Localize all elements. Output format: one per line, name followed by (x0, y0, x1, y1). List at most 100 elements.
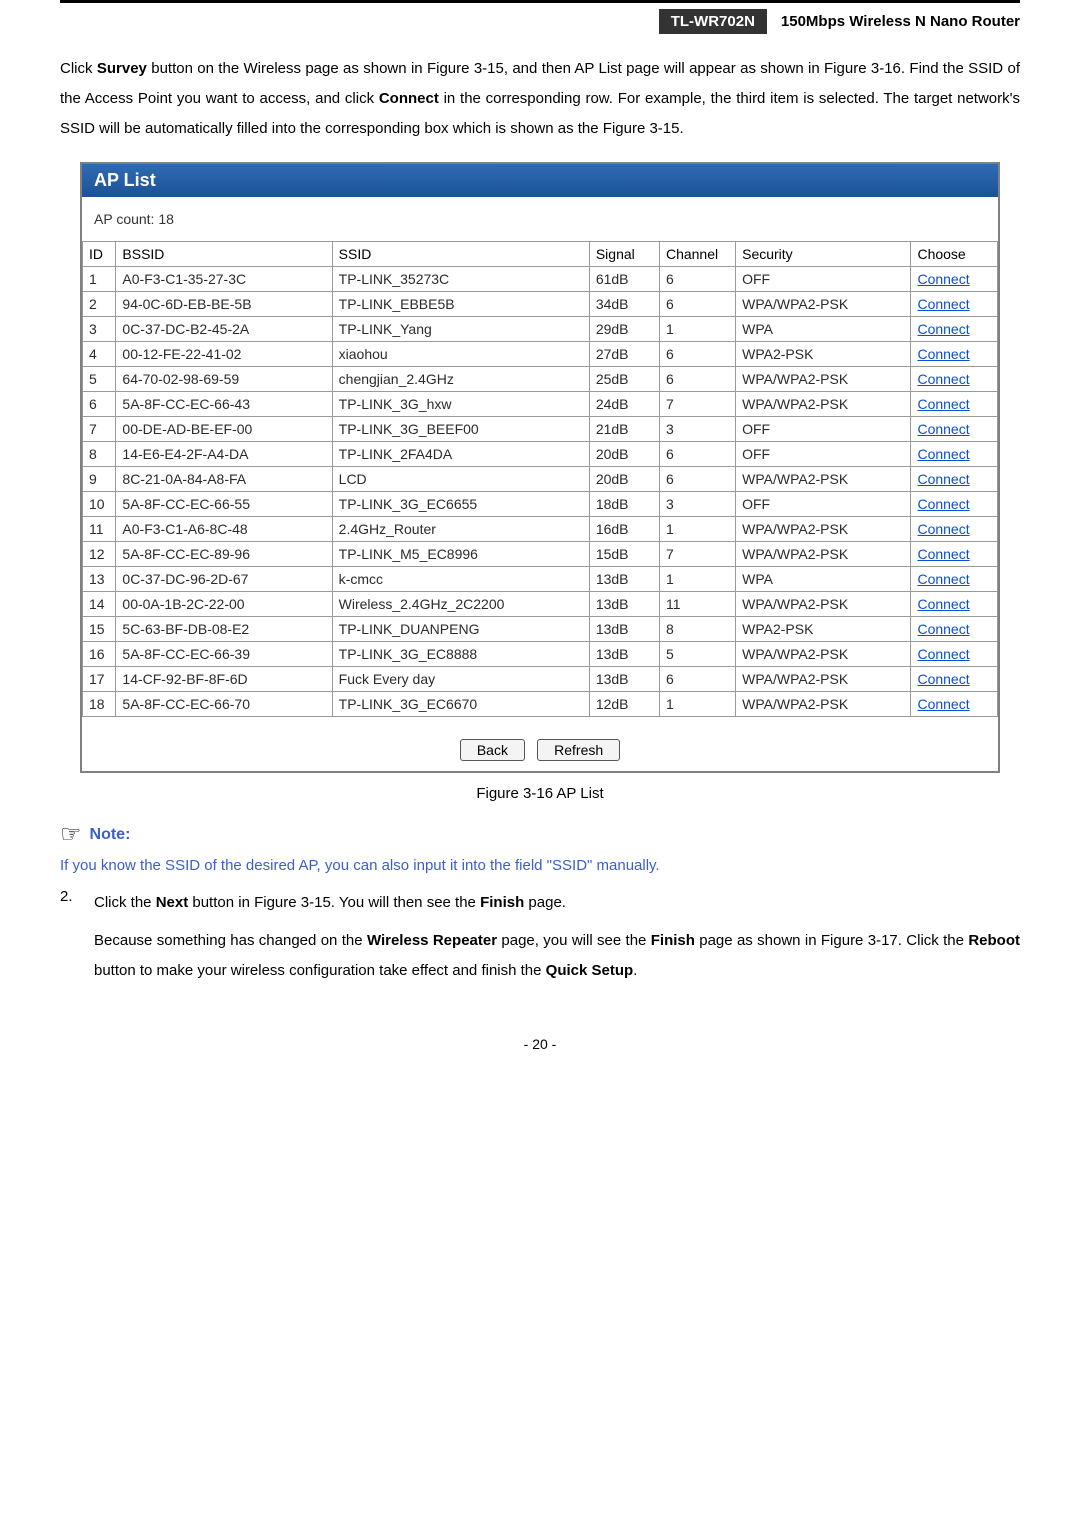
table-header-row: ID BSSID SSID Signal Channel Security Ch… (83, 242, 998, 267)
table-row: 700-DE-AD-BE-EF-00TP-LINK_3G_BEEF0021dB3… (83, 417, 998, 442)
connect-link[interactable]: Connect (917, 271, 969, 287)
cell-channel: 6 (659, 667, 735, 692)
cell-ssid: TP-LINK_35273C (332, 267, 589, 292)
connect-link[interactable]: Connect (917, 296, 969, 312)
cell-bssid: 00-12-FE-22-41-02 (116, 342, 332, 367)
connect-link[interactable]: Connect (917, 471, 969, 487)
cell-id: 5 (83, 367, 116, 392)
connect-link[interactable]: Connect (917, 646, 969, 662)
cell-choose: Connect (911, 292, 998, 317)
step-number: 2. (60, 888, 80, 918)
cell-bssid: 00-0A-1B-2C-22-00 (116, 592, 332, 617)
back-button[interactable]: Back (460, 739, 525, 761)
connect-link[interactable]: Connect (917, 671, 969, 687)
cell-security: WPA/WPA2-PSK (736, 367, 911, 392)
connect-link[interactable]: Connect (917, 421, 969, 437)
cell-choose: Connect (911, 517, 998, 542)
cell-choose: Connect (911, 667, 998, 692)
cell-signal: 34dB (589, 292, 659, 317)
refresh-button[interactable]: Refresh (537, 739, 620, 761)
cell-signal: 24dB (589, 392, 659, 417)
cell-security: OFF (736, 492, 911, 517)
note-body: If you know the SSID of the desired AP, … (60, 857, 1020, 874)
cell-signal: 18dB (589, 492, 659, 517)
cell-id: 4 (83, 342, 116, 367)
cell-channel: 1 (659, 517, 735, 542)
model-badge: TL-WR702N (659, 9, 767, 34)
cell-security: WPA/WPA2-PSK (736, 292, 911, 317)
cell-choose: Connect (911, 392, 998, 417)
cell-bssid: 5A-8F-CC-EC-66-55 (116, 492, 332, 517)
connect-link[interactable]: Connect (917, 446, 969, 462)
cell-channel: 6 (659, 367, 735, 392)
cell-security: WPA/WPA2-PSK (736, 592, 911, 617)
cell-security: WPA/WPA2-PSK (736, 467, 911, 492)
table-row: 130C-37-DC-96-2D-67k-cmcc13dB1WPAConnect (83, 567, 998, 592)
cell-bssid: 5A-8F-CC-EC-66-39 (116, 642, 332, 667)
cell-channel: 3 (659, 492, 735, 517)
connect-link[interactable]: Connect (917, 346, 969, 362)
col-signal: Signal (589, 242, 659, 267)
connect-link[interactable]: Connect (917, 371, 969, 387)
cell-security: WPA (736, 317, 911, 342)
connect-link[interactable]: Connect (917, 321, 969, 337)
cell-choose: Connect (911, 542, 998, 567)
connect-link[interactable]: Connect (917, 571, 969, 587)
cell-ssid: TP-LINK_EBBE5B (332, 292, 589, 317)
table-row: 65A-8F-CC-EC-66-43TP-LINK_3G_hxw24dB7WPA… (83, 392, 998, 417)
connect-link[interactable]: Connect (917, 696, 969, 712)
cell-bssid: 0C-37-DC-B2-45-2A (116, 317, 332, 342)
cell-id: 6 (83, 392, 116, 417)
cell-id: 8 (83, 442, 116, 467)
cell-security: OFF (736, 442, 911, 467)
table-row: 125A-8F-CC-EC-89-96TP-LINK_M5_EC899615dB… (83, 542, 998, 567)
cell-ssid: TP-LINK_2FA4DA (332, 442, 589, 467)
cell-id: 13 (83, 567, 116, 592)
cell-signal: 20dB (589, 442, 659, 467)
step-item: 2. Click the Next button in Figure 3-15.… (60, 888, 1020, 918)
cell-choose: Connect (911, 267, 998, 292)
cell-signal: 13dB (589, 642, 659, 667)
connect-link[interactable]: Connect (917, 496, 969, 512)
table-row: 400-12-FE-22-41-02xiaohou27dB6WPA2-PSKCo… (83, 342, 998, 367)
cell-choose: Connect (911, 317, 998, 342)
cell-ssid: TP-LINK_3G_BEEF00 (332, 417, 589, 442)
cell-choose: Connect (911, 642, 998, 667)
intro-paragraph: Click Survey button on the Wireless page… (60, 54, 1020, 144)
cell-security: WPA2-PSK (736, 342, 911, 367)
cell-id: 15 (83, 617, 116, 642)
cell-ssid: TP-LINK_3G_EC6670 (332, 692, 589, 717)
cell-signal: 25dB (589, 367, 659, 392)
connect-link[interactable]: Connect (917, 396, 969, 412)
cell-id: 14 (83, 592, 116, 617)
cell-bssid: 94-0C-6D-EB-BE-5B (116, 292, 332, 317)
cell-security: WPA (736, 567, 911, 592)
cell-ssid: Fuck Every day (332, 667, 589, 692)
cell-id: 10 (83, 492, 116, 517)
cell-ssid: TP-LINK_Yang (332, 317, 589, 342)
cell-ssid: 2.4GHz_Router (332, 517, 589, 542)
cell-signal: 13dB (589, 667, 659, 692)
step-sub-paragraph: Because something has changed on the Wir… (94, 926, 1020, 986)
cell-security: WPA/WPA2-PSK (736, 542, 911, 567)
connect-link[interactable]: Connect (917, 521, 969, 537)
cell-channel: 11 (659, 592, 735, 617)
cell-id: 17 (83, 667, 116, 692)
cell-id: 9 (83, 467, 116, 492)
connect-link[interactable]: Connect (917, 596, 969, 612)
connect-link[interactable]: Connect (917, 546, 969, 562)
note-heading: ☞ Note: (60, 820, 1020, 849)
cell-security: OFF (736, 417, 911, 442)
cell-ssid: Wireless_2.4GHz_2C2200 (332, 592, 589, 617)
cell-signal: 13dB (589, 567, 659, 592)
cell-choose: Connect (911, 592, 998, 617)
cell-ssid: TP-LINK_DUANPENG (332, 617, 589, 642)
cell-security: WPA/WPA2-PSK (736, 392, 911, 417)
cell-channel: 1 (659, 567, 735, 592)
cell-signal: 29dB (589, 317, 659, 342)
page-header: TL-WR702N 150Mbps Wireless N Nano Router (60, 0, 1020, 40)
cell-channel: 6 (659, 342, 735, 367)
col-channel: Channel (659, 242, 735, 267)
step-text: Click the Next button in Figure 3-15. Yo… (94, 888, 1020, 918)
connect-link[interactable]: Connect (917, 621, 969, 637)
